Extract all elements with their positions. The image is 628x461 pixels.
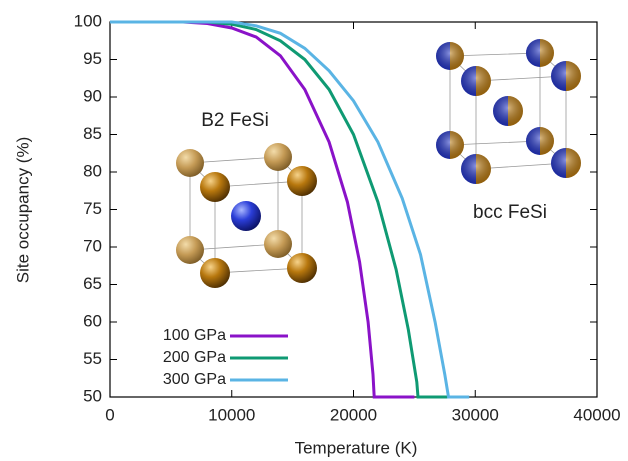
b2-structure: [176, 143, 317, 288]
x-tick-label: 10000: [208, 405, 255, 424]
legend-label: 300 GPa: [163, 371, 226, 388]
y-tick-label: 80: [83, 161, 102, 180]
bcc-structure: [436, 39, 581, 184]
legend-label: 200 GPa: [163, 349, 226, 366]
series-line: [110, 22, 451, 397]
y-tick-label: 95: [83, 49, 102, 68]
y-tick-label: 70: [83, 236, 102, 255]
y-tick-label: 50: [83, 386, 102, 405]
y-tick-label: 65: [83, 274, 102, 293]
y-tick-label: 85: [83, 124, 102, 143]
x-tick-label: 30000: [452, 405, 499, 424]
x-tick-label: 40000: [573, 405, 620, 424]
x-axis-title: Temperature (K): [295, 438, 418, 457]
legend-label: 100 GPa: [163, 327, 226, 344]
y-axis-title: Site occupancy (%): [13, 137, 32, 283]
y-tick-label: 60: [83, 311, 102, 330]
x-tick-label: 20000: [330, 405, 377, 424]
chart: B2 FeSi bcc FeSi Temperature (K) Site oc…: [0, 0, 628, 461]
y-tick-label: 100: [74, 11, 102, 30]
annotation: bcc FeSi: [473, 202, 547, 223]
series-line: [110, 22, 414, 397]
y-tick-label: 90: [83, 86, 102, 105]
y-tick-label: 75: [83, 199, 102, 218]
x-tick-label: 0: [105, 405, 114, 424]
annotation: B2 FeSi: [201, 110, 269, 131]
y-tick-label: 55: [83, 349, 102, 368]
